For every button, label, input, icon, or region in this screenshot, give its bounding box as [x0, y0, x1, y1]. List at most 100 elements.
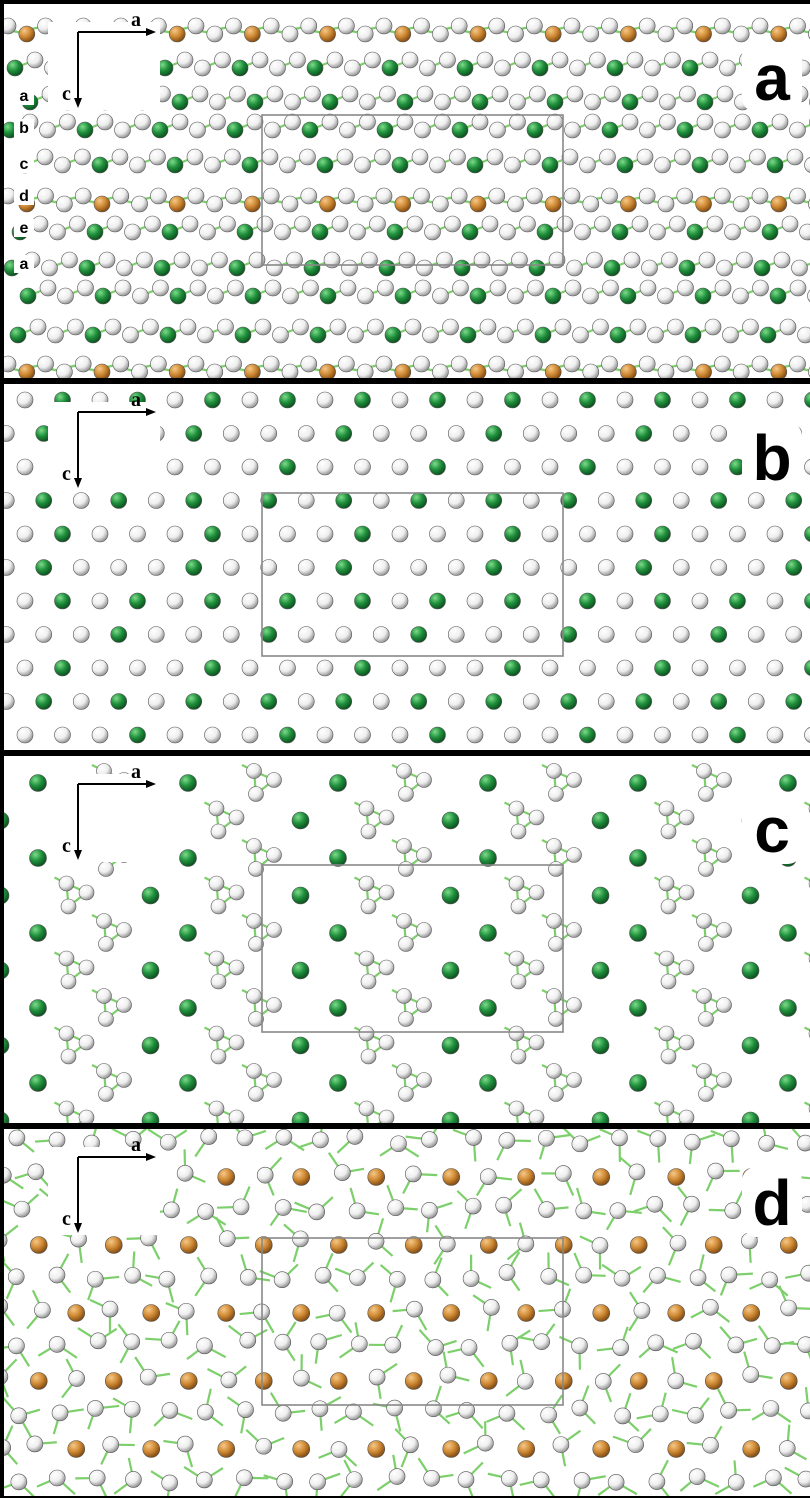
atom [392, 459, 408, 475]
atom [186, 493, 202, 509]
atom [336, 694, 352, 710]
atom [677, 18, 693, 34]
atom [215, 52, 231, 68]
atom [280, 526, 296, 542]
atom [564, 356, 580, 372]
layer-label: c [20, 156, 29, 173]
atom [705, 1237, 722, 1254]
atom [330, 1075, 347, 1092]
atom [489, 188, 505, 204]
atom [702, 52, 718, 68]
atom [267, 773, 282, 788]
atom [255, 1237, 272, 1254]
atom [549, 1012, 564, 1027]
atom [361, 899, 376, 914]
atom [30, 1237, 47, 1254]
atom [659, 876, 674, 891]
atom [357, 196, 373, 212]
atom [443, 1441, 460, 1458]
atom [417, 773, 432, 788]
atom [547, 94, 563, 110]
atom [679, 1110, 694, 1125]
atom [508, 364, 524, 380]
atom [679, 960, 694, 975]
atom [355, 526, 371, 542]
atom [617, 660, 633, 676]
atom [167, 660, 183, 676]
atom [510, 114, 526, 130]
atom [801, 1265, 810, 1281]
atom [658, 288, 674, 304]
atom [430, 459, 446, 475]
atom [547, 764, 562, 779]
atom [730, 392, 746, 408]
atom [688, 1407, 704, 1423]
atom [610, 327, 626, 343]
atom [357, 364, 373, 380]
atom [742, 962, 759, 979]
atom [154, 260, 170, 276]
atom [160, 1134, 176, 1150]
atom [261, 560, 277, 576]
atom [620, 288, 636, 304]
atom [673, 493, 689, 509]
atom [359, 876, 374, 891]
atom [805, 727, 810, 743]
atom [430, 660, 446, 676]
atom [432, 364, 448, 380]
atom [702, 1299, 718, 1315]
atom [528, 280, 544, 296]
atom [143, 1441, 160, 1458]
atom [255, 319, 271, 335]
atom [292, 962, 309, 979]
atom [665, 52, 681, 68]
atom [742, 1037, 759, 1054]
atom [379, 960, 394, 975]
atom [298, 426, 314, 442]
atom [77, 122, 93, 138]
atom [767, 727, 783, 743]
atom [373, 560, 389, 576]
atom [125, 224, 141, 240]
atom [714, 188, 730, 204]
atom [7, 60, 23, 76]
atom [30, 319, 46, 335]
atom [529, 960, 544, 975]
atom [36, 694, 52, 710]
atom [292, 1037, 309, 1054]
atom [673, 560, 689, 576]
atom [668, 1305, 685, 1322]
atom [567, 1073, 582, 1088]
atom [247, 94, 263, 110]
atom [470, 364, 486, 380]
atom [397, 839, 412, 854]
atom [327, 52, 343, 68]
atom [387, 224, 403, 240]
atom [111, 627, 127, 643]
atom [492, 260, 508, 276]
atom [48, 327, 64, 343]
atom [36, 493, 52, 509]
atom [682, 60, 698, 76]
atom [595, 216, 611, 232]
atom [317, 593, 333, 609]
atom [711, 426, 727, 442]
atom [752, 356, 768, 372]
atom [617, 526, 633, 542]
atom [209, 876, 224, 891]
atom [518, 1441, 535, 1458]
atom [163, 1202, 179, 1218]
atom [351, 1336, 367, 1352]
atom [223, 694, 239, 710]
atom [167, 526, 183, 542]
atom [412, 149, 428, 165]
axis-label: a [131, 389, 141, 411]
atom [79, 1035, 94, 1050]
atom [331, 1442, 347, 1458]
atom [17, 526, 33, 542]
atom [162, 224, 178, 240]
atom [311, 1334, 327, 1350]
atom [68, 1305, 85, 1322]
atom [304, 260, 320, 276]
atom [432, 26, 448, 42]
